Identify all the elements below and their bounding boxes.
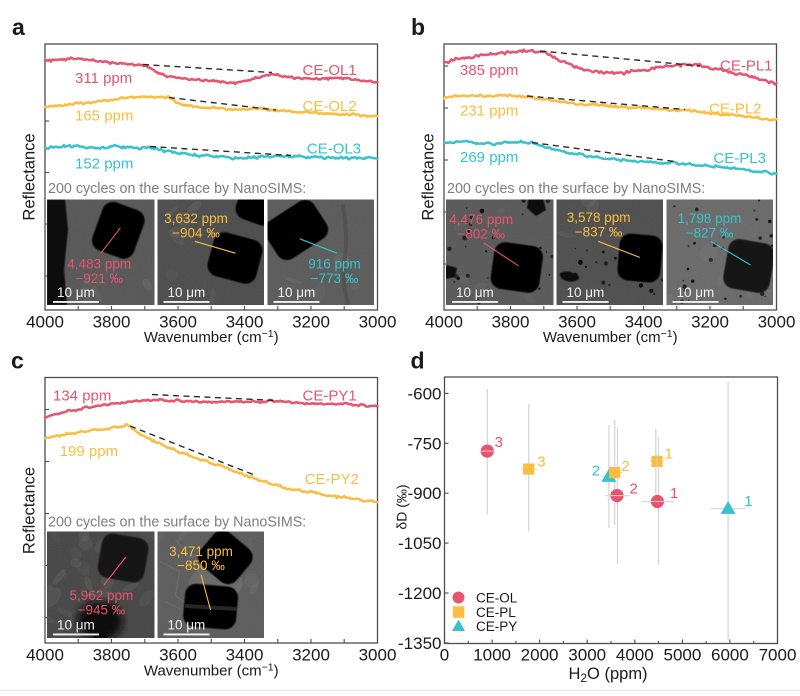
svg-text:2000: 2000	[521, 646, 559, 665]
svg-text:7000: 7000	[759, 646, 797, 665]
svg-text:3000: 3000	[359, 646, 397, 665]
svg-text:3600: 3600	[159, 313, 197, 332]
svg-text:CE-OL3: CE-OL3	[307, 141, 361, 158]
svg-text:231 ppm: 231 ppm	[460, 103, 518, 120]
svg-text:311 ppm: 311 ppm	[75, 70, 132, 87]
svg-text:200 cycles on the surface by N: 200 cycles on the surface by NanoSIMS:	[447, 181, 705, 197]
svg-text:4,476 ppm: 4,476 ppm	[449, 212, 513, 227]
svg-text:Reflectance: Reflectance	[21, 133, 39, 220]
svg-text:3600: 3600	[558, 313, 596, 332]
svg-text:−850 ‰: −850 ‰	[177, 558, 225, 573]
svg-text:3600: 3600	[159, 646, 197, 665]
svg-text:10 μm: 10 μm	[567, 285, 605, 300]
svg-text:CE-OL: CE-OL	[476, 591, 518, 606]
svg-text:d: d	[411, 348, 425, 374]
svg-text:Wavenumber (cm−1): Wavenumber (cm−1)	[543, 328, 678, 346]
svg-text:3800: 3800	[93, 313, 131, 332]
svg-text:CE-PL: CE-PL	[476, 605, 516, 620]
svg-text:5000: 5000	[663, 646, 701, 665]
svg-text:CE-OL1: CE-OL1	[303, 62, 357, 79]
svg-text:3200: 3200	[691, 313, 729, 332]
svg-text:CE-PY1: CE-PY1	[303, 388, 357, 405]
svg-text:δD (‰): δD (‰)	[394, 484, 410, 529]
svg-text:-600: -600	[407, 384, 441, 403]
svg-text:CE-PL3: CE-PL3	[713, 150, 766, 167]
svg-text:−802 ‰: −802 ‰	[457, 226, 505, 241]
svg-text:3200: 3200	[292, 313, 330, 332]
svg-text:1000: 1000	[473, 646, 511, 665]
svg-text:10 μm: 10 μm	[168, 285, 206, 300]
svg-text:10 μm: 10 μm	[168, 618, 206, 633]
svg-text:385 ppm: 385 ppm	[460, 62, 518, 79]
svg-text:10 μm: 10 μm	[57, 285, 95, 300]
svg-text:134 ppm: 134 ppm	[53, 387, 111, 404]
svg-text:3,578 ppm: 3,578 ppm	[567, 210, 631, 225]
svg-text:2: 2	[630, 480, 638, 497]
svg-text:CE-PL2: CE-PL2	[709, 101, 762, 118]
svg-text:2: 2	[621, 458, 629, 475]
svg-text:1: 1	[744, 493, 752, 510]
svg-text:10 μm: 10 μm	[677, 285, 715, 300]
svg-text:Reflectance: Reflectance	[420, 133, 438, 220]
svg-text:3400: 3400	[226, 646, 264, 665]
svg-text:3,632 ppm: 3,632 ppm	[164, 211, 228, 226]
svg-text:3000: 3000	[568, 646, 606, 665]
svg-text:Reflectance: Reflectance	[21, 467, 39, 554]
svg-text:3800: 3800	[492, 313, 530, 332]
svg-text:10 μm: 10 μm	[278, 285, 316, 300]
svg-text:c: c	[11, 348, 24, 374]
svg-text:b: b	[411, 14, 425, 40]
svg-text:269 ppm: 269 ppm	[460, 149, 518, 166]
svg-text:10 μm: 10 μm	[456, 285, 494, 300]
svg-text:200 cycles on the surface by N: 200 cycles on the surface by NanoSIMS:	[48, 515, 306, 531]
svg-text:CE-PY: CE-PY	[476, 619, 517, 634]
svg-text:5,962 ppm: 5,962 ppm	[70, 588, 134, 603]
svg-text:3200: 3200	[292, 646, 330, 665]
svg-text:2: 2	[592, 462, 600, 479]
svg-text:−827 ‰: −827 ‰	[686, 225, 734, 240]
svg-text:-750: -750	[407, 434, 441, 453]
svg-text:CE-PY2: CE-PY2	[305, 471, 359, 488]
svg-text:4000: 4000	[26, 313, 64, 332]
svg-text:165 ppm: 165 ppm	[75, 108, 133, 125]
svg-text:−773 ‰: −773 ‰	[311, 271, 359, 286]
svg-text:−837 ‰: −837 ‰	[575, 224, 623, 239]
svg-text:1: 1	[670, 485, 678, 502]
svg-text:CE-OL2: CE-OL2	[303, 98, 357, 115]
svg-text:4,483 ppm: 4,483 ppm	[67, 257, 131, 272]
svg-text:152 ppm: 152 ppm	[75, 155, 133, 172]
svg-text:1,798 ppm: 1,798 ppm	[678, 211, 742, 226]
svg-text:10 μm: 10 μm	[57, 618, 95, 633]
svg-text:3400: 3400	[226, 313, 264, 332]
svg-text:-1200: -1200	[398, 584, 441, 603]
svg-text:−904 ‰: −904 ‰	[172, 226, 220, 241]
svg-text:H2O (ppm): H2O (ppm)	[568, 665, 647, 685]
svg-text:-1050: -1050	[398, 534, 441, 553]
svg-text:916 ppm: 916 ppm	[308, 257, 361, 272]
svg-text:1: 1	[665, 446, 673, 463]
svg-text:3400: 3400	[625, 313, 663, 332]
svg-text:-1350: -1350	[398, 634, 441, 653]
svg-text:3000: 3000	[758, 313, 796, 332]
svg-text:Wavenumber (cm−1): Wavenumber (cm−1)	[144, 662, 279, 680]
svg-text:4000: 4000	[616, 646, 654, 665]
svg-text:0: 0	[440, 646, 449, 665]
svg-text:4000: 4000	[425, 313, 463, 332]
svg-text:a: a	[12, 14, 25, 40]
svg-text:Wavenumber (cm−1): Wavenumber (cm−1)	[144, 328, 279, 346]
svg-text:3,471 ppm: 3,471 ppm	[169, 544, 233, 559]
svg-text:−945 ‰: −945 ‰	[78, 602, 126, 617]
svg-text:3: 3	[495, 434, 503, 451]
svg-text:6000: 6000	[711, 646, 749, 665]
svg-text:200 cycles on the surface by N: 200 cycles on the surface by NanoSIMS:	[48, 181, 306, 197]
svg-text:3: 3	[537, 453, 545, 470]
svg-text:−921 ‰: −921 ‰	[75, 271, 123, 286]
svg-text:199 ppm: 199 ppm	[60, 443, 118, 460]
svg-text:-900: -900	[407, 484, 441, 503]
svg-text:CE-PL1: CE-PL1	[720, 58, 773, 75]
svg-text:3800: 3800	[93, 646, 131, 665]
svg-text:4000: 4000	[26, 646, 64, 665]
svg-text:3000: 3000	[359, 313, 397, 332]
